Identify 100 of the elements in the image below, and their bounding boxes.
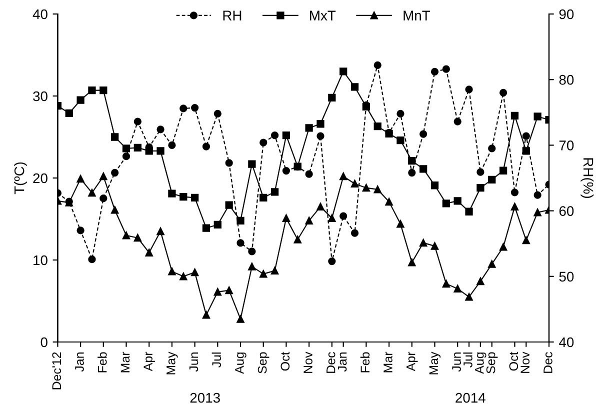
text: 2014 [456,392,486,403]
point [328,257,336,266]
point [180,272,188,280]
point [305,170,313,178]
point [225,159,233,167]
point [260,194,268,202]
point [420,165,428,173]
text: 2013 [190,392,220,403]
point [305,124,313,132]
point [510,112,519,120]
point [522,236,530,244]
point [350,229,359,237]
point [214,110,222,118]
point [270,266,279,274]
point [76,226,84,234]
point [488,144,496,152]
point [430,68,439,76]
y-tick-label: 20 [33,173,48,184]
x-tick-label: Sep [486,352,498,374]
point [225,201,233,209]
point [454,284,462,293]
point [100,86,108,94]
point [476,168,484,176]
point [374,186,382,194]
point [350,83,359,91]
point [499,243,508,251]
point [510,188,519,196]
point [476,278,484,286]
x-tick-label: Jun [452,352,461,372]
point [282,166,290,175]
point [465,208,473,216]
x-tick-label: Jun [189,352,198,372]
point [374,61,382,69]
point [420,238,428,247]
point [260,270,268,278]
point [534,191,542,199]
point [430,182,439,190]
point [76,175,84,183]
point [270,132,279,140]
point [454,118,462,126]
x-tick-label: Dec [326,352,336,373]
point [328,94,336,102]
point [134,234,142,242]
x-tick-label: Mar [120,352,130,372]
point [202,224,210,232]
point [248,248,256,256]
point [270,188,279,196]
point [111,206,119,214]
point [214,288,222,296]
point [190,268,199,276]
x-tick-label: Apr [406,352,418,372]
point [122,144,130,152]
point [476,184,484,192]
x-tick-label: Jul [212,352,222,368]
x-tick-label: Jan [338,352,347,372]
point [488,260,496,268]
x-tick-label: Jul [463,352,472,368]
point [488,176,496,184]
legend-label: RH [223,10,242,20]
y2-tick-label: 90 [559,9,574,20]
point [168,141,176,150]
x-tick-label: Jan [75,352,84,372]
y2-tick-label: 50 [559,272,574,282]
point [442,280,450,288]
point [420,130,428,138]
point [282,214,290,222]
point [168,190,176,198]
x-tick-label: Oct [280,352,290,371]
point [465,293,473,301]
point [499,166,508,174]
point [156,227,164,236]
point [190,104,199,112]
point [88,86,96,94]
y-axis-title: T(ºC) [14,162,27,194]
point [442,200,450,208]
point [202,311,210,319]
point [190,194,199,202]
point [134,118,142,126]
x-tick-label: Feb [360,352,370,372]
x-tick-label: Dec [544,352,552,373]
point [534,112,542,120]
point [180,193,188,201]
point [248,160,256,168]
point [156,126,164,134]
x-tick-label: Nov [520,352,530,373]
point [236,315,244,323]
y-tick-label: 10 [34,255,48,266]
point [408,258,416,266]
point [340,172,348,180]
point [202,142,210,150]
point [316,120,324,128]
x-tick-label: Nov [304,352,312,373]
point [396,220,404,228]
point [374,122,382,130]
point [168,268,176,276]
point [430,242,439,250]
point [465,86,473,94]
point [236,216,244,224]
y2-tick-label: 40 [559,337,574,348]
y2-tick-label: 80 [559,74,574,85]
